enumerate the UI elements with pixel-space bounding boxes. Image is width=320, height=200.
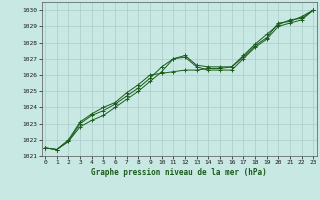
- X-axis label: Graphe pression niveau de la mer (hPa): Graphe pression niveau de la mer (hPa): [91, 168, 267, 177]
